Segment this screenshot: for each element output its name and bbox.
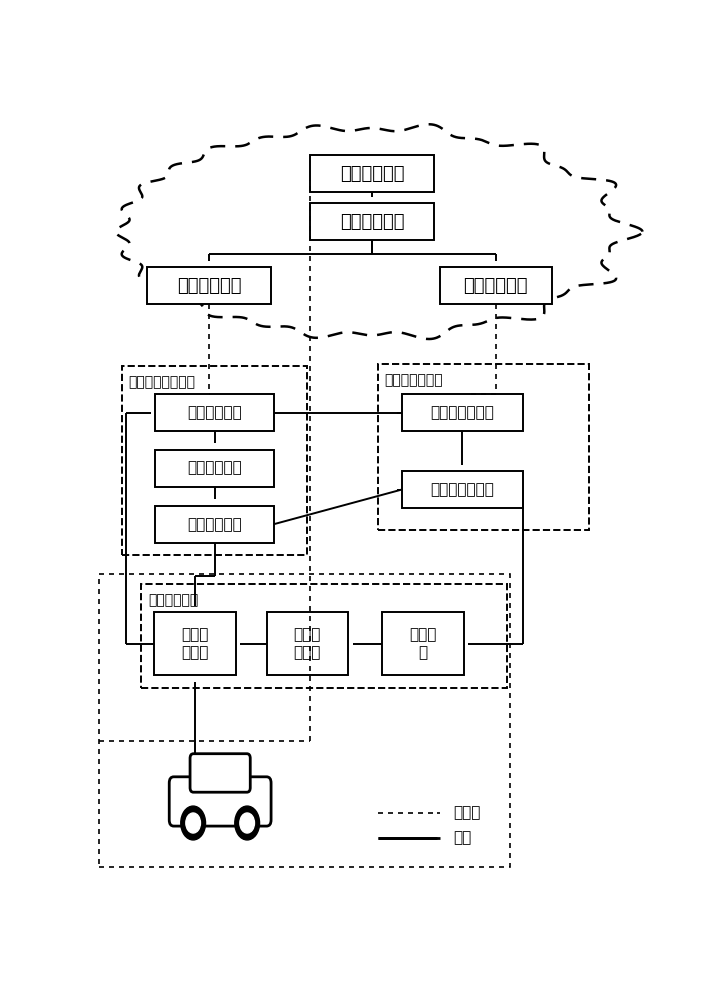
FancyBboxPatch shape — [190, 754, 250, 792]
Bar — [154, 612, 236, 675]
Text: 离线建模模块: 离线建模模块 — [176, 277, 241, 295]
Bar — [401, 471, 523, 508]
Bar — [382, 612, 463, 675]
Text: 数据仓库组件: 数据仓库组件 — [340, 213, 404, 231]
Circle shape — [181, 806, 205, 840]
Text: 初始预测组件: 初始预测组件 — [187, 405, 242, 420]
Bar — [310, 203, 434, 240]
Text: 功能设
置组件: 功能设 置组件 — [294, 627, 321, 660]
Bar — [310, 155, 434, 192]
Bar — [401, 394, 523, 431]
Bar — [155, 450, 274, 487]
Bar — [122, 366, 307, 555]
Text: 充电站搜索组件: 充电站搜索组件 — [431, 405, 494, 420]
Circle shape — [186, 813, 200, 833]
Text: 数据收
发组件: 数据收 发组件 — [182, 627, 208, 660]
Bar — [155, 506, 274, 543]
Text: 导航组
件: 导航组 件 — [409, 627, 436, 660]
Bar — [378, 364, 589, 530]
Text: 数据缓存组件: 数据缓存组件 — [340, 165, 404, 183]
Text: 充电位置预测模块: 充电位置预测模块 — [129, 376, 195, 390]
Bar — [99, 574, 510, 867]
Text: 非实时: 非实时 — [454, 806, 481, 820]
Text: 充电站评分组件: 充电站评分组件 — [431, 482, 494, 497]
FancyBboxPatch shape — [169, 777, 271, 826]
Text: 充电站选择模块: 充电站选择模块 — [385, 373, 443, 387]
Text: 路线规划模块: 路线规划模块 — [148, 594, 198, 608]
Text: 实时: 实时 — [454, 830, 472, 845]
Bar — [266, 612, 348, 675]
Text: 修正预测组件: 修正预测组件 — [187, 461, 242, 476]
Bar — [439, 267, 552, 304]
Text: 离线计算模块: 离线计算模块 — [464, 277, 528, 295]
Bar — [155, 394, 274, 431]
Text: 位置估计组件: 位置估计组件 — [187, 517, 242, 532]
Bar — [147, 267, 271, 304]
Circle shape — [234, 806, 260, 840]
Circle shape — [240, 813, 255, 833]
Bar — [142, 584, 507, 688]
